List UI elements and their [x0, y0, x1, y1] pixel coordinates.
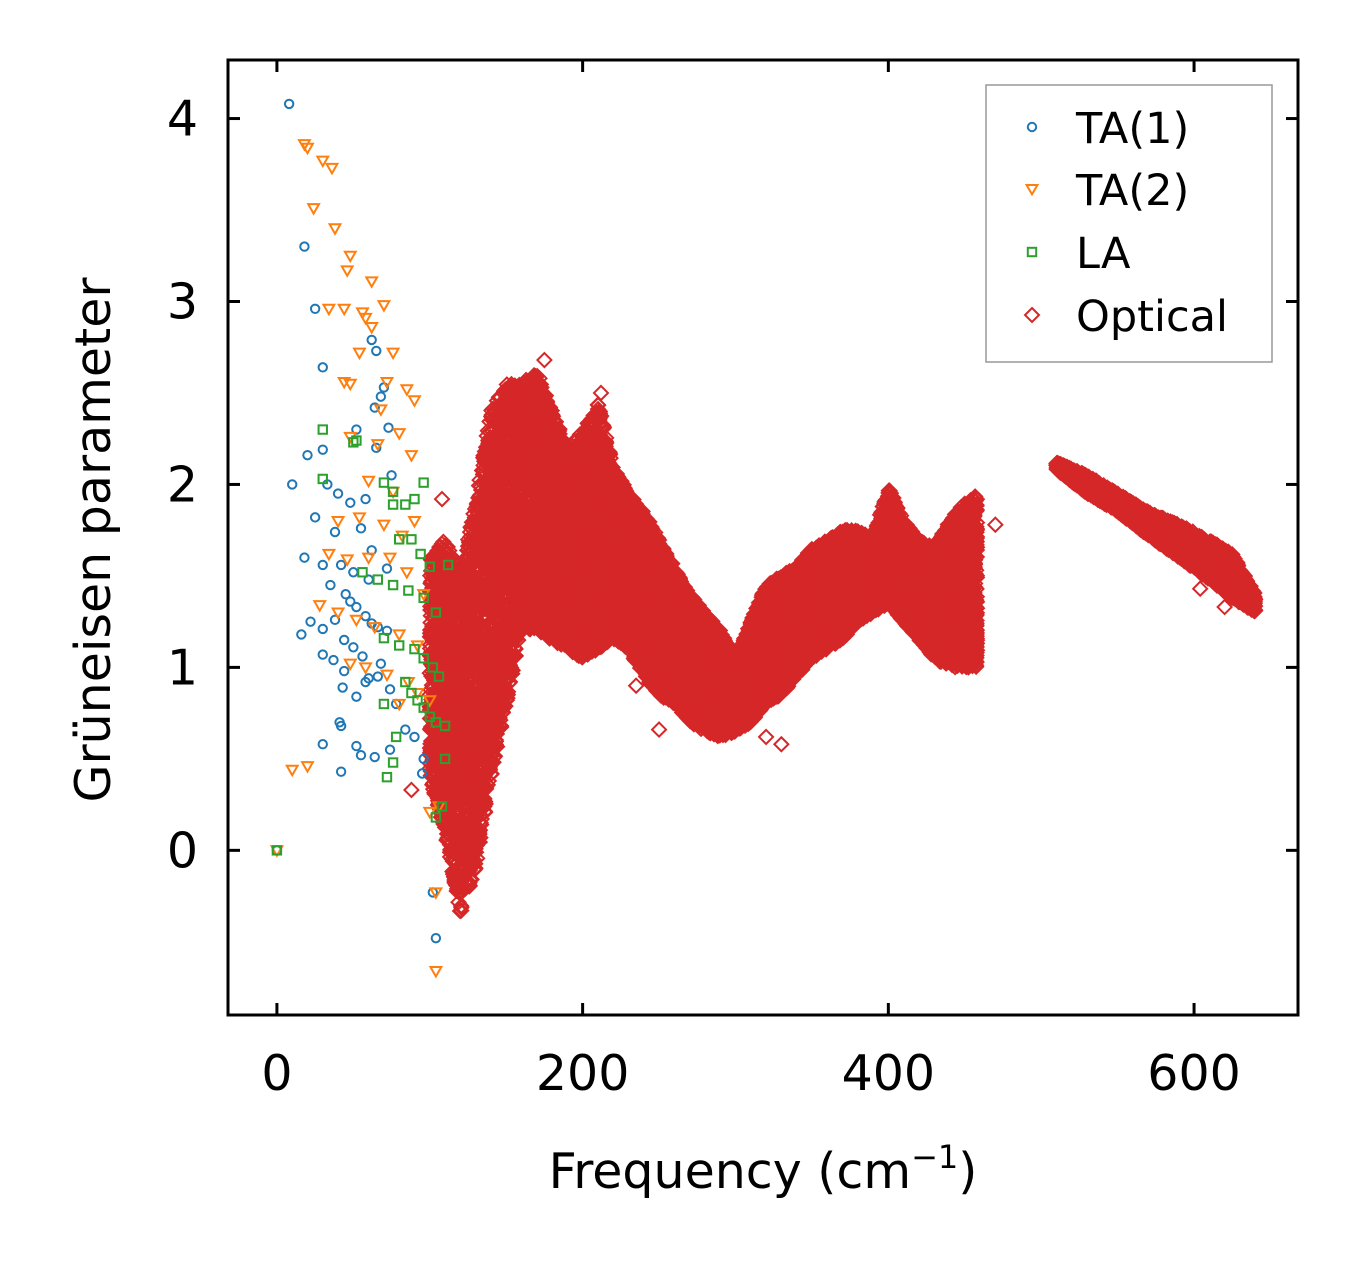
optical-point: [437, 536, 455, 554]
optical-band-points: [421, 367, 986, 920]
data-points: [269, 98, 1264, 979]
optical-point: [424, 579, 441, 597]
optical-point: [424, 780, 442, 798]
optical-point: [421, 636, 439, 654]
optical-point: [421, 759, 439, 777]
optical-point: [424, 558, 442, 576]
optical-point: [421, 646, 439, 664]
